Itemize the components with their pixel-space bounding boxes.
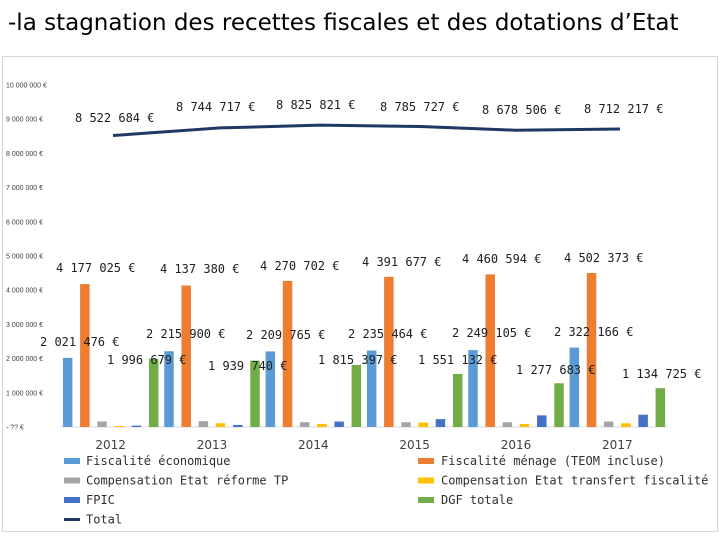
dgf-data-label: 1 277 683 € (516, 363, 595, 377)
y-tick-label: 7 000 000 € (6, 185, 43, 192)
bar-compensation-etat-transfert-fiscalit (215, 423, 226, 427)
dgf-data-label: 1 939 740 € (208, 359, 287, 373)
bar-dgf-totale (250, 360, 260, 427)
x-tick-label: 2015 (399, 438, 430, 452)
bar-compensation-etat-r-forme-tp (603, 421, 614, 427)
legend-label: DGF totale (441, 493, 513, 507)
bar-fpic (233, 424, 243, 427)
legend-swatch (418, 458, 434, 464)
bar-compensation-etat-r-forme-tp (198, 421, 209, 427)
bar-fpic (131, 425, 142, 427)
dgf-data-label: 1 815 397 € (318, 353, 397, 367)
legend-label: Compensation Etat réforme TP (86, 474, 288, 488)
total-data-label: 8 712 217 € (584, 102, 663, 116)
eco-data-label: 2 209 765 € (246, 328, 325, 342)
chart-title: -la stagnation des recettes fiscales et … (8, 10, 679, 36)
y-tick-label: 10 000 000 € (6, 83, 47, 90)
bar-fpic (334, 421, 344, 427)
bar-fiscalit-m-nage-teom-incluse (485, 274, 495, 427)
x-tick-label: 2013 (197, 438, 228, 452)
bar-compensation-etat-transfert-fiscalit (114, 425, 125, 427)
total-data-label: 8 522 684 € (75, 111, 154, 125)
legend-label: FPIC (86, 493, 115, 507)
chart-frame (2, 56, 718, 532)
dgf-data-label: 1 996 679 € (107, 353, 186, 367)
y-tick-label: 4 000 000 € (6, 288, 43, 295)
bar-fiscalit-m-nage-teom-incluse (80, 284, 90, 427)
menage-data-label: 4 391 677 € (362, 255, 441, 269)
bar-fiscalit-conomique (265, 351, 276, 427)
eco-data-label: 2 249 105 € (452, 326, 531, 340)
total-data-label: 8 825 821 € (276, 98, 355, 112)
bar-fiscalit-conomique (164, 351, 174, 427)
legend-swatch (64, 458, 80, 464)
bar-compensation-etat-transfert-fiscalit (317, 423, 327, 427)
bar-fiscalit-conomique (62, 357, 73, 427)
y-tick-label: 2 000 000 € (6, 356, 43, 363)
bar-fiscalit-conomique (569, 347, 580, 427)
bar-dgf-totale (655, 388, 666, 427)
bar-dgf-totale (554, 383, 564, 427)
y-tick-label: 3 000 000 € (6, 322, 43, 329)
bar-compensation-etat-transfert-fiscalit (621, 423, 631, 427)
menage-data-label: 4 177 025 € (56, 261, 135, 275)
bar-compensation-etat-transfert-fiscalit (418, 422, 429, 427)
bar-dgf-totale (351, 364, 362, 427)
bar-fpic (638, 414, 648, 427)
dgf-data-label: 1 551 132 € (418, 353, 497, 367)
bar-compensation-etat-r-forme-tp (401, 422, 411, 427)
bar-fiscalit-m-nage-teom-incluse (181, 285, 191, 427)
bar-fpic (435, 419, 446, 427)
eco-data-label: 2 021 476 € (40, 335, 119, 349)
y-tick-label: - ?? € (6, 425, 24, 432)
bar-dgf-totale (148, 358, 159, 427)
menage-data-label: 4 270 702 € (260, 259, 339, 273)
total-line (112, 123, 621, 138)
bar-compensation-etat-transfert-fiscalit (519, 423, 530, 427)
menage-data-label: 4 460 594 € (462, 252, 541, 266)
legend-swatch (418, 497, 434, 503)
x-tick-label: 2017 (602, 438, 633, 452)
bar-fpic (537, 415, 547, 427)
bar-compensation-etat-r-forme-tp (299, 422, 310, 427)
menage-data-label: 4 137 380 € (160, 262, 239, 276)
total-data-label: 8 785 727 € (380, 100, 459, 114)
y-tick-label: 9 000 000 € (6, 117, 43, 124)
bar-fiscalit-conomique (366, 350, 377, 427)
legend-swatch (64, 477, 80, 484)
total-data-label: 8 678 506 € (482, 103, 561, 117)
bar-fiscalit-m-nage-teom-incluse (384, 276, 394, 427)
bar-dgf-totale (452, 373, 463, 427)
bar-fiscalit-m-nage-teom-incluse (586, 273, 597, 427)
y-tick-label: 8 000 000 € (6, 151, 43, 158)
legend-swatch (64, 497, 80, 503)
x-tick-label: 2014 (298, 438, 329, 452)
y-tick-label: 5 000 000 € (6, 254, 43, 261)
bar-compensation-etat-r-forme-tp (97, 421, 107, 427)
eco-data-label: 2 322 166 € (554, 325, 633, 339)
x-tick-label: 2016 (501, 438, 532, 452)
legend-label: Fiscalité économique (86, 454, 231, 468)
menage-data-label: 4 502 373 € (564, 251, 643, 265)
y-tick-label: 6 000 000 € (6, 219, 43, 226)
legend-label: Total (86, 513, 122, 527)
legend-label: Compensation Etat transfert fiscalité (441, 474, 708, 488)
y-tick-label: 1 000 000 € (6, 390, 43, 397)
eco-data-label: 2 215 900 € (146, 327, 225, 341)
total-data-label: 8 744 717 € (176, 100, 255, 114)
x-tick-label: 2012 (95, 438, 126, 452)
legend-swatch (418, 477, 434, 484)
bar-fiscalit-m-nage-teom-incluse (282, 280, 293, 427)
legend-label: Fiscalité ménage (TEOM incluse) (441, 454, 665, 468)
dgf-data-label: 1 134 725 € (622, 367, 701, 381)
eco-data-label: 2 235 464 € (348, 327, 427, 341)
bar-fiscalit-conomique (468, 350, 478, 427)
bar-compensation-etat-r-forme-tp (502, 422, 513, 427)
